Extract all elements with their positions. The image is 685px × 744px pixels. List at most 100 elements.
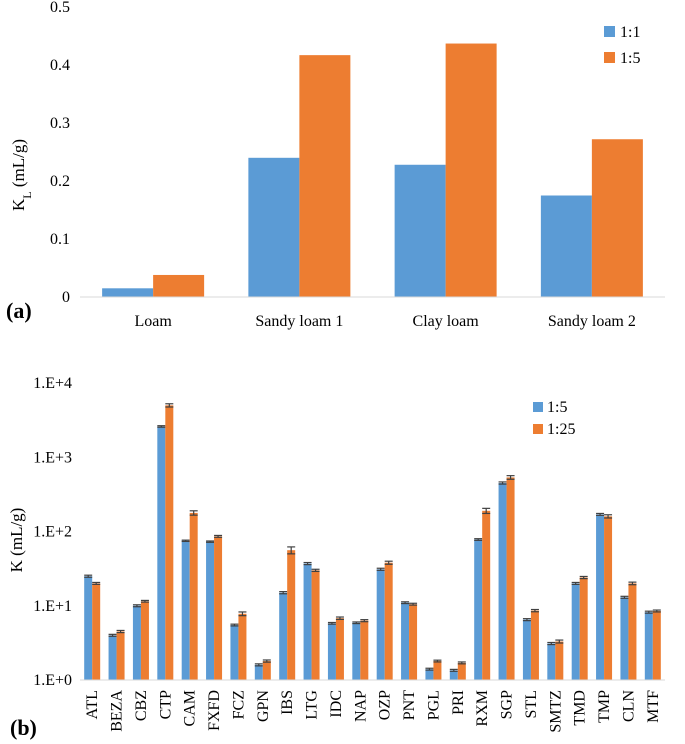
error-bar-b-ctp-1-25: [165, 403, 174, 408]
x-tick-a: Sandy loam 2: [548, 313, 636, 330]
bar-b-tmd-1-25: [579, 577, 588, 680]
error-bar-b-fcz-1-25: [238, 611, 247, 617]
error-bar-b-gpn-1-25: [262, 659, 271, 663]
x-tick-b: IDC: [328, 690, 345, 718]
error-bar-b-mtf-1-25: [652, 609, 661, 613]
bar-b-gpn-1-5: [254, 664, 263, 680]
bar-a-sandy-loam-1-1-1: [248, 157, 300, 297]
y-tick-a: 0.2: [50, 173, 70, 190]
error-bar-b-nap-1-5: [352, 621, 361, 625]
x-tick-a: Loam: [134, 313, 172, 330]
error-bar-b-fcz-1-5: [230, 623, 239, 627]
x-tick-b: TMD: [572, 690, 589, 726]
bar-b-cln-1-25: [628, 583, 637, 680]
chart-b-panel-label: (b): [10, 715, 37, 740]
bar-b-fcz-1-25: [238, 613, 247, 680]
y-tick-a: 0.5: [50, 0, 70, 16]
bar-b-ltg-1-5: [303, 563, 312, 680]
error-bar-b-nap-1-25: [360, 619, 369, 623]
bar-b-mtf-1-5: [644, 612, 653, 680]
chart-a-loam-soils: 0 0.1 0.2 0.3 0.4 0.5 Loam Sandy loam 1 Clay lo…: [6, 0, 665, 330]
error-bar-b-ozp-1-5: [376, 567, 385, 571]
bar-b-smtz-1-25: [555, 641, 564, 680]
error-bar-b-pri-1-5: [449, 668, 458, 672]
bar-a-clay-loam-1-1: [394, 164, 446, 297]
y-tick-a: 0.1: [50, 231, 70, 248]
chart-b-legend: 1:5 1:25: [533, 399, 575, 438]
error-bar-b-ltg-1-25: [311, 568, 320, 573]
error-bar-b-smtz-1-25: [555, 639, 564, 644]
bar-b-ltg-1-25: [311, 570, 320, 680]
x-tick-b: CAM: [182, 690, 199, 726]
y-tick-b: 1.E+1: [33, 598, 72, 615]
x-tick-b: BEZA: [109, 690, 126, 732]
error-bar-b-pgl-1-5: [425, 667, 434, 671]
bar-b-idc-1-25: [335, 618, 344, 680]
x-tick-b: LTG: [304, 690, 321, 720]
bar-a-loam-1-5: [153, 274, 205, 297]
chart-b-compounds: 1.E+0 1.E+1 1.E+2 1.E+3 1.E+4 ATL BEZA CBZ CTP C…: [7, 375, 665, 740]
bar-b-cam-1-25: [189, 512, 198, 680]
error-bar-b-cam-1-5: [181, 539, 190, 543]
bar-b-ibs-1-25: [287, 550, 296, 680]
error-bar-b-beza-1-5: [108, 633, 117, 637]
error-bar-b-sgp-1-5: [498, 481, 507, 485]
error-bar-b-tmd-1-5: [571, 581, 580, 585]
x-tick-b: CLN: [620, 690, 637, 722]
bar-b-cbz-1-25: [140, 601, 149, 680]
x-tick-b: CBZ: [133, 690, 150, 721]
error-bar-b-tmp-1-5: [596, 512, 605, 516]
bar-b-tmd-1-5: [571, 583, 580, 680]
bar-b-beza-1-5: [108, 635, 117, 680]
bar-b-ctp-1-5: [157, 426, 166, 680]
x-tick-b: TMP: [596, 690, 613, 723]
bar-b-tmp-1-25: [604, 516, 613, 680]
y-tick-b: 1.E+2: [33, 524, 72, 541]
bar-b-fcz-1-5: [230, 625, 239, 680]
legend-swatch-a-1-1: [604, 26, 615, 37]
y-tick-b: 1.E+0: [33, 672, 72, 689]
bar-b-pri-1-25: [457, 662, 466, 680]
y-tick-b: 1.E+3: [33, 449, 72, 466]
bar-b-ozp-1-25: [384, 562, 393, 680]
error-bar-b-pgl-1-25: [433, 659, 442, 663]
x-tick-b: PGL: [425, 690, 442, 720]
bar-b-rxm-1-25: [482, 510, 491, 680]
error-bar-b-sgp-1-25: [506, 475, 515, 480]
legend-label-a: 1:5: [620, 50, 640, 67]
error-bar-b-cam-1-25: [189, 510, 198, 516]
error-bar-b-rxm-1-25: [482, 507, 491, 515]
legend-swatch-b-1-5: [533, 402, 543, 412]
y-tick-a: 0.3: [50, 115, 70, 132]
y-tick-b: 1.E+4: [33, 375, 72, 392]
x-tick-b: FCZ: [230, 690, 247, 719]
chart-a-panel-label: (a): [6, 298, 32, 323]
x-tick-b: ATL: [84, 690, 101, 719]
error-bar-b-ctp-1-5: [157, 425, 166, 428]
error-bar-b-stl-1-25: [530, 608, 539, 613]
x-tick-b: CTP: [157, 690, 174, 719]
x-tick-b: OZP: [377, 690, 394, 720]
x-tick-b: RXM: [474, 690, 491, 726]
error-bar-b-ozp-1-25: [384, 560, 393, 565]
error-bar-b-tmd-1-25: [579, 575, 588, 580]
bar-b-cbz-1-5: [132, 605, 141, 680]
error-bar-b-atl-1-25: [92, 581, 101, 585]
x-tick-b: GPN: [255, 690, 272, 722]
bar-b-rxm-1-5: [474, 539, 483, 680]
bar-b-pnt-1-5: [401, 602, 410, 680]
bar-b-fxfd-1-25: [214, 536, 223, 680]
bar-b-atl-1-5: [84, 576, 93, 680]
bar-b-atl-1-25: [92, 583, 101, 680]
chart-a-x-ticks: Loam Sandy loam 1 Clay loam Sandy loam 2: [134, 313, 635, 330]
bar-b-nap-1-25: [360, 620, 369, 680]
bar-b-cam-1-5: [181, 540, 190, 680]
error-bar-b-fxfd-1-5: [206, 540, 215, 543]
y-tick-a: 0: [62, 289, 70, 306]
bar-b-sgp-1-5: [498, 482, 507, 680]
error-bar-b-tmp-1-25: [604, 514, 613, 519]
bar-b-smtz-1-5: [547, 643, 556, 680]
error-bar-b-cbz-1-25: [140, 599, 149, 603]
error-bar-b-pnt-1-25: [409, 602, 418, 606]
